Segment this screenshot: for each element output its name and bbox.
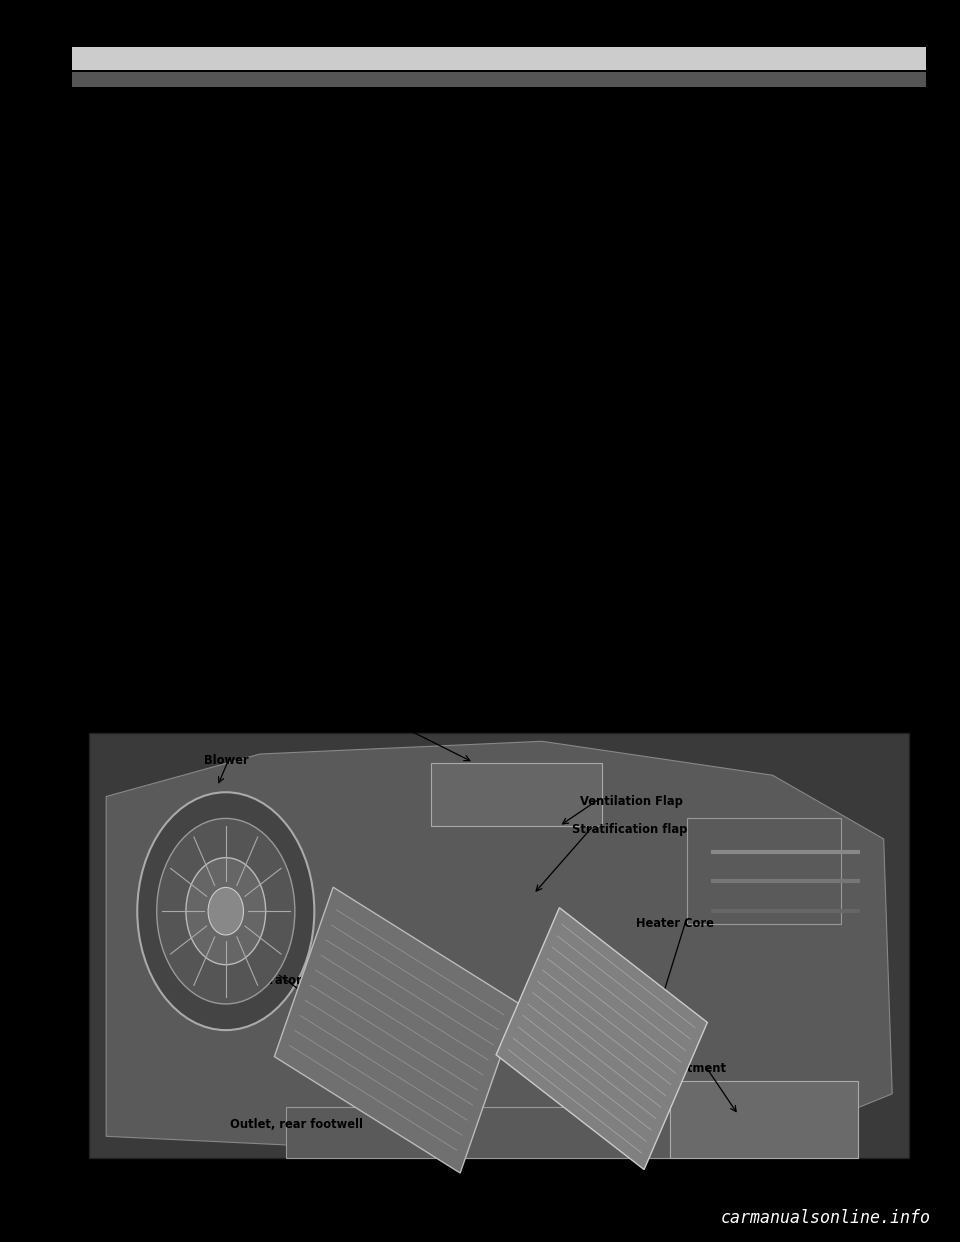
Bar [72, 72, 926, 87]
Text: based on outside temperature.  The washer jets are heated below an outside: based on outside temperature. The washer… [107, 515, 601, 528]
Text: The rear window defroster is controlled via a request from: The rear window defroster is controlled … [253, 189, 630, 201]
Bar [72, 47, 926, 70]
Text: Washer Jet Heating:: Washer Jet Heating: [107, 484, 251, 497]
Text: Ventilation Flap: Ventilation Flap [581, 795, 684, 807]
Circle shape [186, 858, 266, 965]
Text: The IHKR control module communicates with the DME via the K-Bus/KOMBI/CAN Bus: The IHKR control module communicates wit… [107, 103, 643, 116]
Text: Left side of IHKR case: Left side of IHKR case [89, 712, 231, 724]
Bar [670, 1081, 858, 1158]
Text: continues until the button is  pressed again or the ignition is cycled.: continues until the button is pressed ag… [107, 437, 542, 450]
Bar [687, 817, 841, 924]
Text: link to request permission for compressor activation.  The control of the compre: link to request permission for compresso… [107, 134, 645, 147]
Text: compressor load  (DME): compressor load (DME) [154, 656, 306, 669]
Text: The IHKR provides operating current to the washer jet heaters: The IHKR provides operating current to t… [230, 484, 633, 497]
Text: •: • [123, 628, 131, 641]
Text: Stratification flap: Stratification flap [572, 823, 687, 836]
Text: relay.   After automatic switch off, if the button is pressed once again the con: relay. After automatic switch off, if th… [107, 282, 676, 294]
Text: Outside temperature KL15 and road speed (KOMBI): Outside temperature KL15 and road speed … [136, 683, 465, 697]
Polygon shape [107, 741, 892, 1149]
Circle shape [137, 792, 314, 1030]
Text: and sends information concerning:: and sends information concerning: [107, 610, 329, 622]
Text: K-Bus Communication:: K-Bus Communication: [107, 579, 268, 591]
Text: •: • [87, 484, 97, 499]
Text: •: • [123, 712, 131, 724]
Bar [286, 1107, 670, 1158]
Text: carmanualsonline.info: carmanualsonline.info [721, 1210, 931, 1227]
Text: The IHKR control unit is on the vehicle K-bus and receives: The IHKR control unit is on the vehicle … [239, 579, 612, 591]
Text: 2001 model year changes: 2001 model year changes [81, 1189, 216, 1199]
Text: provide a clocked operation alternating at 40 seconds on and 80 seconds off.  If: provide a clocked operation alternating … [107, 313, 642, 325]
Text: stopped, however the LED on the button will not be extinguished.  If voltage inc: stopped, however the LED on the button w… [107, 375, 660, 388]
Text: Outlet, rear footwell: Outlet, rear footwell [230, 1118, 363, 1130]
Text: vehicle voltage drops below 11.4V during this second heating operation the funct: vehicle voltage drops below 11.4V during… [107, 344, 663, 356]
Text: for 10 minutes.  Output voltage to the window is provided by the K13 rear defogg: for 10 minutes. Output voltage to the wi… [107, 251, 642, 263]
Text: temperature of 37° F.: temperature of 37° F. [107, 546, 243, 559]
Bar [431, 763, 602, 826]
Circle shape [156, 818, 295, 1004]
Text: Evaporator: Evaporator [230, 974, 301, 986]
Text: •: • [87, 189, 97, 204]
Polygon shape [496, 908, 708, 1170]
Text: Blower: Blower [204, 754, 249, 766]
Bar [89, 733, 909, 1158]
Text: Diagnosis and coding  (DIS/MoDiC): Diagnosis and coding (DIS/MoDiC) [136, 712, 359, 724]
Text: Defrost Flap: Defrost Flap [324, 712, 404, 724]
Text: clutch  is directly by the IHKA module via a final stage.: clutch is directly by the IHKA module vi… [107, 165, 456, 178]
Text: past 12.2V for at least one second, clocked operation will resume.  Clocked oper: past 12.2V for at least one second, cloc… [107, 406, 654, 419]
Text: Rear Window Defroster:: Rear Window Defroster: [107, 189, 279, 201]
Text: Outlet, Rear compartment: Outlet, Rear compartment [555, 1062, 726, 1074]
Text: Engine temperature, RPM, KL61, KL50, compressor request, auxiliary fan request,: Engine temperature, RPM, KL61, KL50, com… [136, 628, 660, 641]
Text: Heater Core: Heater Core [636, 917, 714, 929]
Circle shape [208, 887, 244, 935]
Text: •: • [123, 683, 131, 697]
Text: 16: 16 [81, 1182, 98, 1196]
Polygon shape [275, 887, 519, 1172]
Text: the button on the panel.  After switching on for the first time, the rear window: the button on the panel. After switching… [107, 220, 669, 232]
Text: •: • [87, 579, 97, 594]
